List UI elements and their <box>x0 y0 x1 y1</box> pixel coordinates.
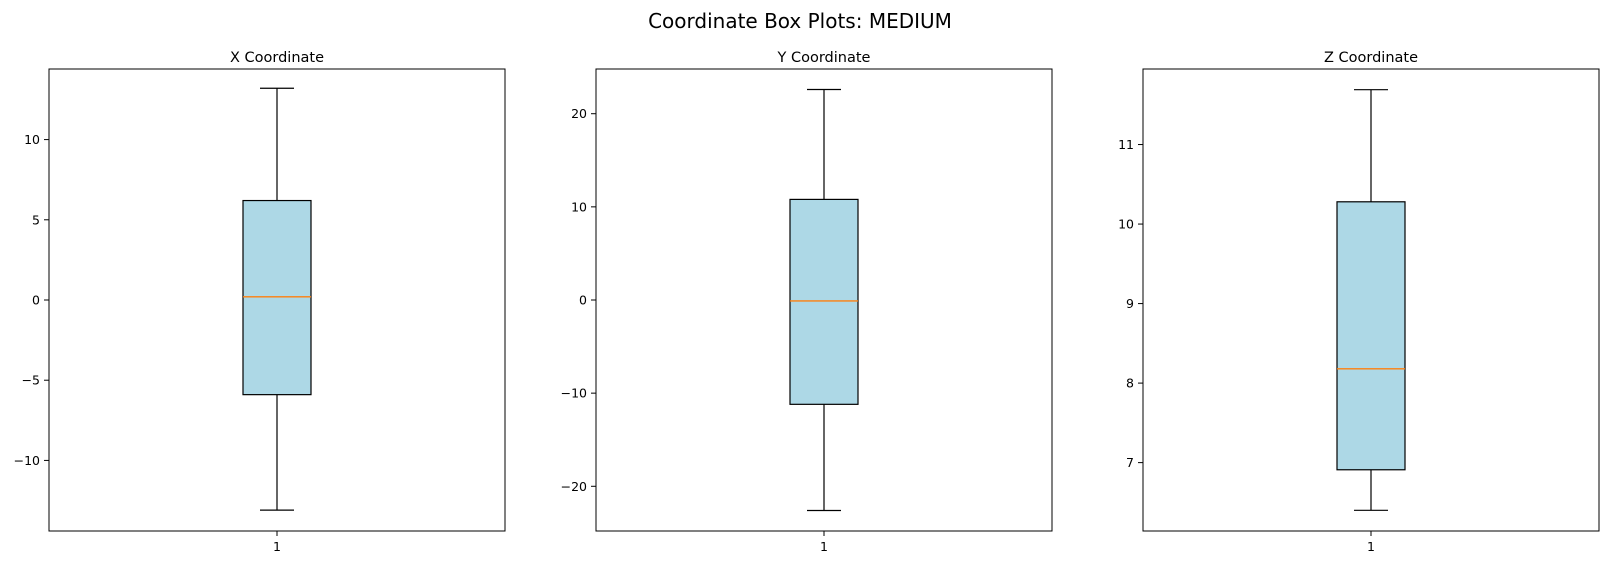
panel-title: Y Coordinate <box>777 50 871 66</box>
box-marks <box>789 88 859 512</box>
x-tick-label: 1 <box>1367 539 1375 554</box>
box <box>789 198 859 405</box>
y-tick-label: 10 <box>1118 217 1134 232</box>
x-ticks: 1 <box>273 531 281 554</box>
box-marks <box>242 87 312 511</box>
panel-z: Z Coordinate 7 8 9 10 11 1 <box>1118 50 1600 554</box>
y-tick-label: −10 <box>561 386 587 401</box>
figure-title: Coordinate Box Plots: MEDIUM <box>648 9 952 33</box>
y-ticks: −10 −5 0 5 10 <box>14 132 49 468</box>
box <box>242 199 312 396</box>
panel-y: Y Coordinate −20 −10 0 10 20 1 <box>561 50 1053 554</box>
y-tick-label: −20 <box>561 479 587 494</box>
y-tick-label: 0 <box>579 293 587 308</box>
x-tick-label: 1 <box>273 539 281 554</box>
y-tick-label: 9 <box>1126 296 1134 311</box>
y-tick-label: −10 <box>14 453 40 468</box>
x-tick-label: 1 <box>820 539 828 554</box>
y-tick-label: 8 <box>1126 376 1134 391</box>
x-ticks: 1 <box>820 531 828 554</box>
box <box>1336 201 1406 471</box>
y-tick-label: 5 <box>32 212 40 227</box>
x-ticks: 1 <box>1367 531 1375 554</box>
y-tick-label: 10 <box>24 132 40 147</box>
box-marks <box>1336 89 1406 511</box>
panel-title: X Coordinate <box>230 50 324 66</box>
panel-title: Z Coordinate <box>1324 50 1418 66</box>
y-tick-label: 10 <box>571 199 587 214</box>
y-ticks: −20 −10 0 10 20 <box>561 106 596 494</box>
panel-x: X Coordinate −10 −5 0 5 10 1 <box>14 50 506 554</box>
y-tick-label: −5 <box>22 373 40 388</box>
y-tick-label: 11 <box>1118 137 1134 152</box>
y-ticks: 7 8 9 10 11 <box>1118 137 1143 470</box>
y-tick-label: 20 <box>571 106 587 121</box>
y-tick-label: 0 <box>32 293 40 308</box>
y-tick-label: 7 <box>1126 455 1134 470</box>
